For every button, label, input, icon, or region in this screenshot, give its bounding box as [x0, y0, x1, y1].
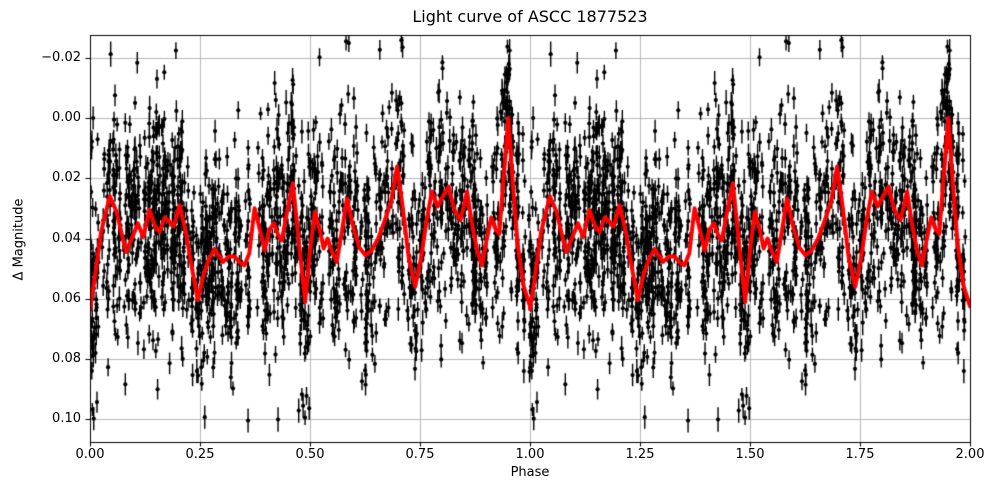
y-tick-label: 0.10	[52, 411, 81, 427]
x-tick-label: 0.25	[185, 447, 215, 462]
x-tick-label: 2.00	[955, 447, 985, 462]
y-tick-label: 0.02	[52, 170, 81, 186]
x-tick-label: 1.50	[735, 447, 765, 462]
x-axis-label: Phase	[510, 465, 550, 480]
x-tick-label: 0.50	[295, 447, 325, 462]
x-tick-label: 0.75	[405, 447, 435, 462]
x-tick-label: 1.25	[625, 447, 655, 462]
y-tick-label: −0.02	[41, 49, 81, 65]
x-tick-label: 0.00	[75, 447, 105, 462]
x-tick-label: 1.75	[845, 447, 875, 462]
y-tick-label: 0.04	[52, 230, 81, 246]
y-tick-label: 0.08	[52, 351, 81, 367]
y-tick-label: 0.00	[52, 109, 81, 125]
y-tick-label: 0.06	[52, 290, 81, 306]
chart-title: Light curve of ASCC 1877523	[412, 7, 648, 26]
x-tick-label: 1.00	[515, 447, 545, 462]
